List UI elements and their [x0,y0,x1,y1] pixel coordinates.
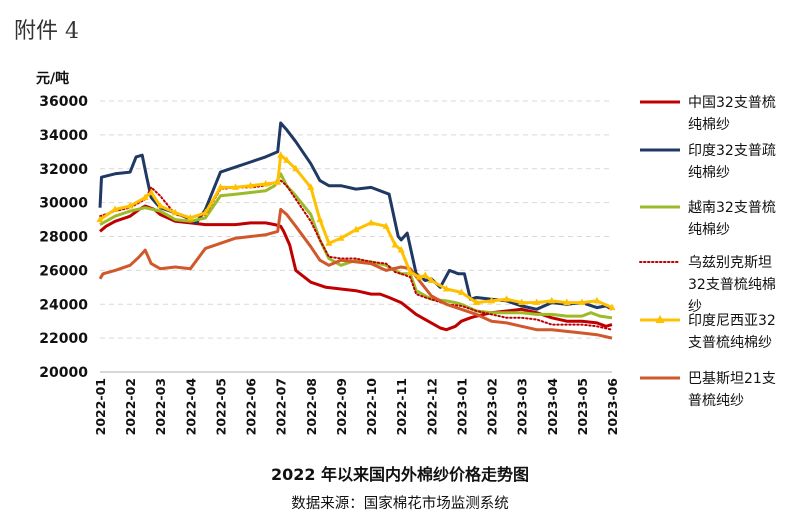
legend-label: 印度尼西亚32 [688,313,776,329]
attachment-label: 附件 4 [14,19,79,44]
series-lines [96,121,616,340]
series-marker-4 [247,181,255,189]
series-line-0 [99,204,613,332]
series-marker-4 [367,218,375,226]
series-marker-4 [277,151,285,158]
series-marker-4 [503,295,511,302]
series-marker-4 [548,296,556,304]
legend-label: 支普梳纯棉纱 [688,334,772,351]
y-axis-ticks: 20000 22000 24000 26000 28000 30000 32000 34000… [39,94,88,381]
legend-label: 纯棉纱 [688,116,730,133]
y-tick-label: 20000 [39,365,88,381]
series-marker-4 [593,296,601,304]
series-marker-4 [201,208,209,216]
series-line-5 [98,207,613,340]
x-tick-label: 2022-05 [213,378,228,435]
series-marker-4 [96,215,104,223]
x-tick-label: 2022-01 [93,378,108,435]
series-marker-4 [186,213,194,221]
y-tick-label: 26000 [39,263,88,279]
series-marker-4 [126,202,134,209]
y-tick-label: 22000 [39,331,88,347]
series-marker-4 [518,298,526,306]
series-marker-4 [472,298,480,306]
legend-label: 中国32支普梳 [688,95,776,111]
x-tick-label: 2022-12 [424,378,439,435]
series-line-1 [98,121,613,311]
chart-title: 2022 年以来国内外棉纱价格走势图 [271,465,529,484]
x-tick-label: 2023-05 [575,378,590,435]
series-marker-4 [171,208,179,216]
y-tick-label: 34000 [39,128,88,144]
series-marker-4 [147,188,155,195]
x-tick-label: 2022-10 [364,378,379,436]
legend-label: 32支普梳纯棉 [688,276,776,293]
series-marker-4 [533,298,541,306]
series-marker-4 [232,183,240,190]
x-tick-label: 2022-06 [244,378,259,436]
series-marker-4 [274,178,282,185]
series-marker-4 [415,273,423,280]
series-marker-4 [307,183,315,190]
series-marker-4 [421,271,429,278]
series-marker-4 [563,298,571,306]
y-tick-label: 32000 [39,162,88,178]
series-marker-4 [442,285,450,292]
series-marker-4 [578,298,586,306]
legend-label: 巴基斯坦21支 [688,370,776,387]
series-marker-4 [156,202,164,209]
series-marker-4 [283,156,291,163]
series-marker-4 [325,239,333,246]
series-marker-4 [406,268,414,275]
x-tick-label: 2022-07 [274,378,289,435]
series-marker-4 [382,222,390,229]
x-tick-label: 2022-04 [183,378,198,436]
series-marker-4 [262,179,270,187]
legend-label: 越南32支普梳 [688,200,776,216]
legend-marker-4 [655,315,665,323]
series-marker-4 [608,303,616,311]
series-line-4 [99,153,613,309]
x-tick-label: 2023-03 [515,378,530,435]
series-marker-4 [216,183,224,190]
y-tick-label: 36000 [39,94,88,110]
series-line-2 [99,172,613,320]
x-tick-label: 2022-08 [304,378,319,435]
x-tick-label: 2022-09 [334,378,349,435]
x-axis-ticks: 2022-01 2022-02 2022-03 2022-04 2022-05 2022-… [93,378,620,436]
series-marker-4 [292,164,300,172]
gridlines [100,100,612,373]
series-marker-4 [337,234,345,241]
legend-label: 印度32支普疏 [688,143,776,159]
series-marker-4 [316,215,324,223]
series-marker-4 [427,276,435,284]
legend-label: 普梳纯纱 [688,393,744,409]
y-tick-label: 24000 [39,297,88,313]
series-marker-4 [352,225,360,233]
x-tick-label: 2022-03 [153,378,168,435]
series-marker-4 [397,246,405,253]
y-tick-label: 30000 [39,196,88,212]
x-tick-label: 2023-06 [605,378,620,436]
legend: 中国32支普梳纯棉纱印度32支普疏纯棉纱越南32支普梳纯棉纱乌兹别克斯坦32支普… [639,95,776,409]
legend-label: 纱 [688,299,702,315]
legend-label: 乌兹别克斯坦 [688,255,772,271]
legend-label: 纯棉纱 [688,164,730,181]
x-tick-label: 2023-04 [545,378,560,436]
chart-source: 数据来源：国家棉花市场监测系统 [291,495,509,512]
series-marker-4 [141,193,149,201]
series-marker-4 [111,205,119,212]
series-marker-4 [391,240,399,248]
x-tick-label: 2023-02 [485,378,500,435]
x-tick-label: 2022-02 [123,378,138,435]
y-axis-unit-label: 元/吨 [36,70,69,87]
x-tick-label: 2023-01 [454,378,469,435]
series-marker-4 [457,288,465,295]
y-tick-label: 28000 [39,230,88,246]
legend-label: 纯棉纱 [688,221,730,238]
x-tick-label: 2022-11 [394,378,409,435]
series-marker-4 [488,296,496,304]
